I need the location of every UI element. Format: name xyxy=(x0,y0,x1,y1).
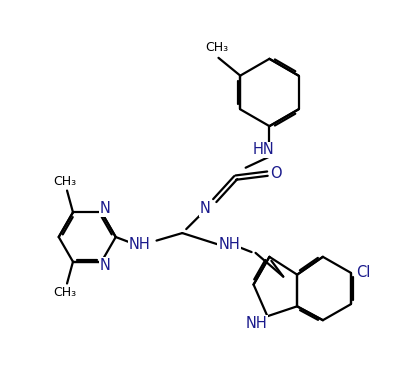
Text: N: N xyxy=(100,201,111,216)
Text: CH₃: CH₃ xyxy=(53,175,76,188)
Text: NH: NH xyxy=(129,237,151,252)
Text: HN: HN xyxy=(252,143,274,157)
Text: N: N xyxy=(200,201,211,216)
Text: Cl: Cl xyxy=(356,265,370,280)
Text: CH₃: CH₃ xyxy=(53,286,76,299)
Text: O: O xyxy=(270,166,282,181)
Text: NH: NH xyxy=(245,316,267,331)
Text: N: N xyxy=(100,258,111,273)
Text: CH₃: CH₃ xyxy=(205,41,228,55)
Text: NH: NH xyxy=(218,237,240,252)
